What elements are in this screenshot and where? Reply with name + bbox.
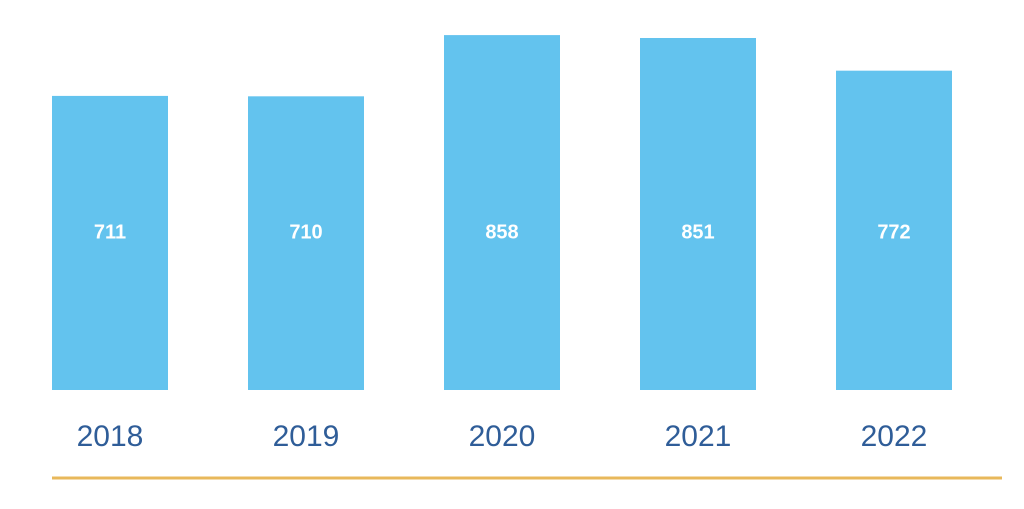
x-tick-label-2019: 2019 [273,420,340,453]
bar-value-label-2019: 710 [289,221,322,243]
bar-value-label-2020: 858 [485,221,518,243]
x-tick-label-2020: 2020 [469,420,536,453]
x-axis-tick-labels: 2018 2019 2020 2021 2022 [77,420,928,453]
bar-labels-group: 711 710 858 851 772 [94,221,911,243]
x-tick-label-2021: 2021 [665,420,732,453]
bar-2020 [444,35,560,390]
bar-2022 [836,70,952,390]
x-tick-label-2022: 2022 [861,420,928,453]
bar-2019 [248,96,364,391]
bar-2018 [52,95,168,391]
bar-value-label-2022: 772 [877,221,910,243]
bar-value-label-2021: 851 [681,221,714,243]
bar-value-label-2018: 711 [94,221,126,243]
bars-group [52,35,952,391]
x-tick-label-2018: 2018 [77,420,144,453]
bar-2021 [640,37,756,390]
